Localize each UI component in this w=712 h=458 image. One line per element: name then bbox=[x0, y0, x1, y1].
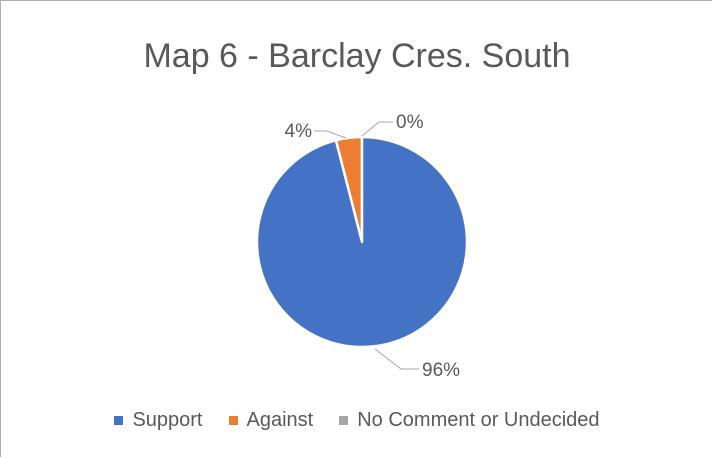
data-label-against: 4% bbox=[285, 121, 313, 142]
legend-label-support: Support bbox=[132, 409, 203, 431]
data-label-no-comment: 0% bbox=[396, 112, 424, 133]
chart-title: Map 6 - Barclay Cres. South bbox=[143, 37, 571, 75]
legend-item-support: Support bbox=[114, 409, 203, 432]
legend: Support Against No Comment or Undecided bbox=[1, 409, 712, 432]
legend-item-no-comment: No Comment or Undecided bbox=[339, 409, 600, 432]
leader-line-against bbox=[314, 130, 347, 139]
pie-slice-support bbox=[255, 135, 469, 349]
data-label-support: 96% bbox=[422, 360, 460, 381]
leader-line-support bbox=[374, 348, 419, 370]
legend-label-no-comment: No Comment or Undecided bbox=[357, 409, 600, 431]
leader-line-no-comment bbox=[361, 121, 393, 137]
legend-swatch-against bbox=[228, 416, 238, 425]
legend-label-against: Against bbox=[246, 409, 314, 431]
legend-item-against: Against bbox=[228, 409, 314, 432]
legend-swatch-no-comment bbox=[339, 416, 349, 425]
legend-swatch-support bbox=[114, 416, 124, 425]
